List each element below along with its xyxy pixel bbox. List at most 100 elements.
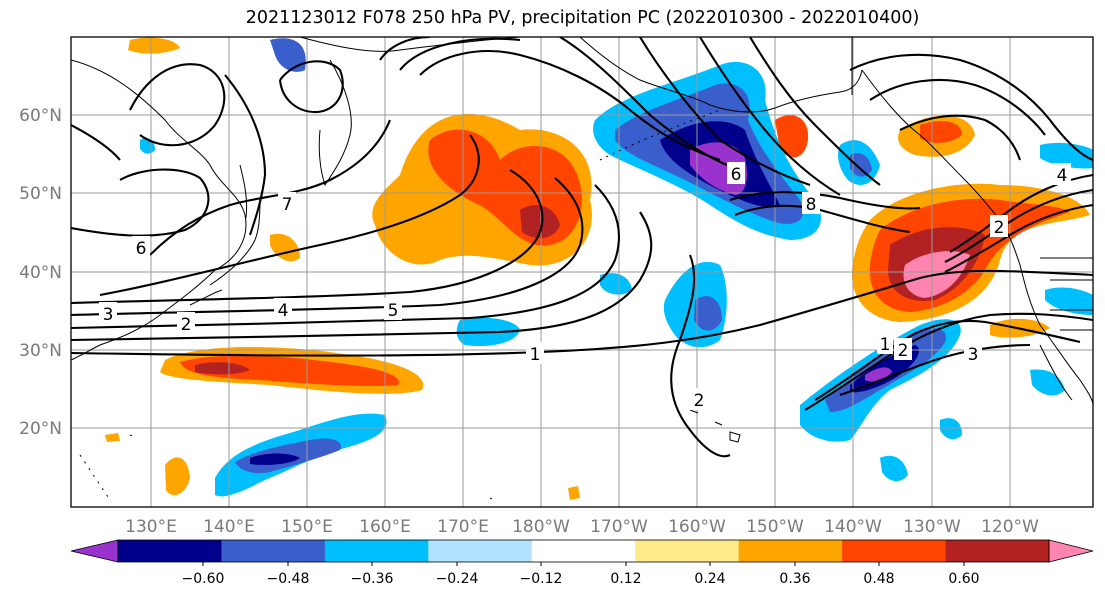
- contour-label: 5: [388, 301, 399, 321]
- pv-contour: [99, 134, 480, 297]
- colorbar-tick-label: 0.60: [948, 571, 979, 587]
- colorbar-swatch: [531, 540, 636, 562]
- pv-contour: [278, 60, 344, 114]
- lon-label: 160°W: [668, 517, 726, 537]
- coastline-aleutians: [599, 109, 721, 161]
- pv-contour: [399, 37, 741, 171]
- colorbar-swatch: [738, 540, 843, 562]
- pv-contour: [814, 319, 1081, 401]
- contour-label: 6: [731, 165, 742, 185]
- lon-label: 180°W: [512, 517, 570, 537]
- lon-label: 160°E: [359, 517, 411, 537]
- map-frame: [70, 36, 1094, 508]
- pv-contour: [71, 168, 210, 237]
- precip-negative-area: [865, 367, 892, 382]
- islands-hawaii: [689, 409, 741, 443]
- lon-label: 140°W: [824, 517, 882, 537]
- lat-label: 40°N: [19, 263, 62, 283]
- colorbar-tick-label: −0.12: [520, 571, 563, 587]
- precip-negative-area: [250, 453, 300, 465]
- contour-label: 8: [806, 195, 817, 215]
- colorbar-extend-min: [70, 539, 119, 563]
- pv-contour: [849, 53, 1093, 161]
- colorbar-swatch: [635, 540, 740, 562]
- coastlines: [71, 37, 1093, 501]
- lon-label: 170°E: [437, 517, 489, 537]
- contour-label: 7: [282, 195, 293, 215]
- colorbar-swatch: [842, 540, 947, 562]
- precip-negative-area: [880, 455, 908, 482]
- colorbar-frame: [117, 539, 1050, 563]
- contour-labels: 6 7 3 2 4 5 1 6 8 2 4 3 2 1: [99, 162, 1071, 411]
- pv-contour: [839, 343, 1031, 396]
- precip-positive-area: [520, 205, 560, 239]
- precip-positive-area: [105, 433, 120, 442]
- contour-label: 3: [103, 305, 114, 325]
- precip-positive-area: [775, 115, 809, 158]
- coastline-canada: [861, 69, 1093, 406]
- precip-positive-area: [128, 37, 180, 54]
- colorbar-swatch: [324, 540, 429, 562]
- pv-contour: [869, 78, 1046, 136]
- pv-contour: [71, 169, 544, 305]
- lon-label: 150°E: [281, 517, 333, 537]
- pv-contour: [670, 254, 731, 458]
- precip-negative-area: [694, 296, 722, 331]
- pv-contour: [71, 269, 1093, 357]
- precip-positive-area: [920, 121, 962, 143]
- contour-label: 1: [880, 335, 891, 355]
- lon-label: 120°W: [981, 517, 1039, 537]
- lat-label: 30°N: [19, 341, 62, 361]
- contour-label: 4: [1057, 166, 1068, 186]
- pv-contour: [749, 37, 881, 186]
- lat-axis: 60°N 50°N 40°N 30°N 20°N: [19, 106, 62, 439]
- contour-label: 6: [136, 239, 147, 259]
- map-title: 2021123012 F078 250 hPa PV, precipitatio…: [245, 8, 920, 28]
- colorbar-tick-label: 0.12: [610, 571, 641, 587]
- precip-negative-area: [940, 418, 962, 440]
- colorbar-tick-label: −0.36: [351, 571, 394, 587]
- islands-pacific: [79, 434, 495, 501]
- contour-label: 2: [694, 391, 705, 411]
- pv-contour: [729, 191, 921, 210]
- colorbar-tick-label: 0.36: [779, 571, 810, 587]
- precip-negative-area: [270, 38, 306, 72]
- pv-contour: [71, 184, 620, 330]
- coastline-kamchatka: [318, 59, 352, 187]
- pv-contour: [944, 203, 1093, 273]
- coastline-alaska: [579, 37, 863, 113]
- contour-label: 2: [181, 315, 192, 335]
- colorbar-swatches: [70, 539, 1094, 563]
- precip-shading: [105, 37, 1093, 500]
- contour-label: 2: [994, 218, 1005, 238]
- contour-label: 1: [530, 345, 541, 365]
- pv-contour: [419, 50, 721, 161]
- pv-contour: [71, 124, 121, 161]
- border-us-states: [1050, 279, 1093, 331]
- colorbar-swatch: [221, 540, 326, 562]
- lon-axis: 130°E 140°E 150°E 160°E 170°E 180°W 170°…: [125, 517, 1039, 537]
- contour-label: 3: [968, 345, 979, 365]
- precip-positive-area: [180, 355, 400, 387]
- pv-contour: [129, 63, 226, 147]
- map-panel[interactable]: 6 7 3 2 4 5 1 6 8 2 4 3 2 1: [71, 37, 1093, 507]
- lat-label: 60°N: [19, 106, 62, 126]
- pv-contours: [71, 37, 1093, 458]
- contour-label: 2: [898, 341, 909, 361]
- lon-label: 170°W: [590, 517, 648, 537]
- precip-negative-area: [1040, 142, 1093, 169]
- colorbar-swatch: [428, 540, 533, 562]
- lat-label: 50°N: [19, 184, 62, 204]
- lon-label: 130°E: [125, 517, 177, 537]
- colorbar-ticks: [202, 562, 965, 566]
- coastline-siberia: [299, 37, 521, 52]
- precip-positive-area: [165, 457, 190, 496]
- coastline-baja: [1039, 344, 1073, 401]
- lon-label: 150°W: [746, 517, 804, 537]
- lat-label: 20°N: [19, 419, 62, 439]
- pv-contour: [899, 114, 1021, 161]
- colorbar: −0.60 −0.48 −0.36 −0.24 −0.12 0.12 0.24 …: [70, 539, 1094, 587]
- precip-negative-area: [600, 273, 632, 295]
- coastline-sakhalin: [239, 164, 248, 219]
- lon-label: 140°E: [203, 517, 255, 537]
